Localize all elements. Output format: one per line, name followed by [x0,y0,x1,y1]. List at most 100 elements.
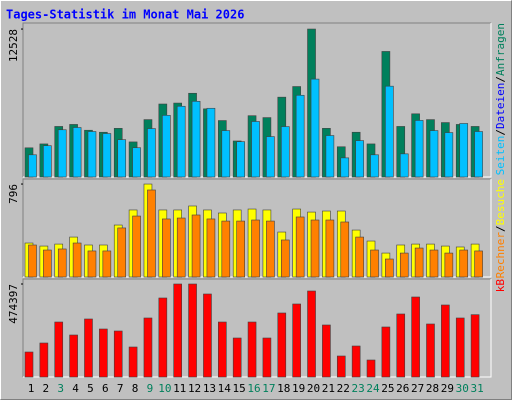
bar [203,293,212,378]
bar [57,248,67,278]
legend-separator: / [494,225,507,232]
bar [128,346,138,378]
bar [322,324,331,378]
bar [251,219,260,278]
bar [351,345,361,378]
legend: kB [494,279,507,293]
x-tick-label: 23 [352,382,365,395]
bar [262,337,272,378]
bar [429,130,439,178]
x-tick-label: 31 [470,382,483,395]
x-tick-label: 18 [277,382,290,395]
x-tick-label: 9 [147,382,154,395]
y-tick-label: 796 [7,184,20,204]
bar [266,136,275,178]
bar [459,249,469,278]
bar [385,258,394,278]
bar [191,100,201,178]
bar [102,133,112,178]
bar [399,252,409,278]
bar [218,321,227,378]
bar [191,214,201,278]
legend: Seiten/Dateien/Anfragen [494,23,507,175]
x-tick-label: 28 [426,382,439,395]
bar [295,94,305,178]
x-tick-label: 2 [43,382,50,395]
x-tick-label: 8 [132,382,139,395]
bar [132,215,141,278]
bar [381,326,391,378]
bar [411,296,420,378]
bar [444,132,454,178]
bar [57,129,67,178]
x-tick-label: 29 [441,382,454,395]
bar [188,283,197,378]
bar [143,317,153,378]
bar [307,290,316,378]
bar [28,154,37,178]
legend-separator: / [494,76,507,83]
bar [470,314,480,378]
x-tick-label: 10 [158,382,171,395]
bar [236,220,245,278]
bar [325,135,335,178]
x-tick-label: 17 [262,382,275,395]
x-tick-label: 20 [307,382,320,395]
x-tick-label: 7 [117,382,124,395]
bar [370,249,379,278]
bar [441,304,450,378]
x-tick-label: 27 [411,382,424,395]
bar [310,219,320,278]
bar [280,239,290,278]
x-tick-label: 15 [233,382,246,395]
bar [221,130,231,178]
bar [292,303,301,378]
bar [336,355,346,378]
bar [72,242,82,278]
bar [176,105,186,178]
x-tick-label: 19 [292,382,305,395]
panel [23,279,491,377]
bar [39,342,49,378]
legend-entry: Besuche [494,179,507,225]
bar [280,126,290,178]
x-tick-label: 11 [173,382,186,395]
panel-edge [22,278,491,377]
bar [24,351,34,378]
legend: Rechner/Besuche [494,179,507,278]
bar [176,217,186,278]
bar [474,131,483,178]
bar [429,249,439,278]
bar [102,250,112,278]
bar [310,78,320,178]
bar [162,115,171,178]
y-tick-label: 474397 [7,284,20,324]
bar [414,247,424,278]
bar [236,141,245,178]
bar [117,139,127,178]
bar [459,123,469,178]
x-tick-label: 1 [28,382,35,395]
bar [370,154,379,178]
bar [399,153,409,178]
bar [366,359,376,378]
bar [266,220,275,278]
x-tick-label: 4 [72,382,79,395]
bar [87,131,97,178]
bar [444,252,454,278]
bar [414,120,424,178]
bar [355,236,364,278]
x-tick-label: 13 [203,382,216,395]
bar [277,312,287,378]
y-tick-label: 12528 [7,29,20,62]
x-tick-label: 14 [218,382,232,395]
bar [162,218,171,278]
bar [247,321,257,378]
legend-entry: Seiten [494,136,507,176]
bar [325,219,335,278]
bar [43,249,52,278]
x-tick-label: 3 [57,382,64,395]
panel-edge [22,22,491,177]
